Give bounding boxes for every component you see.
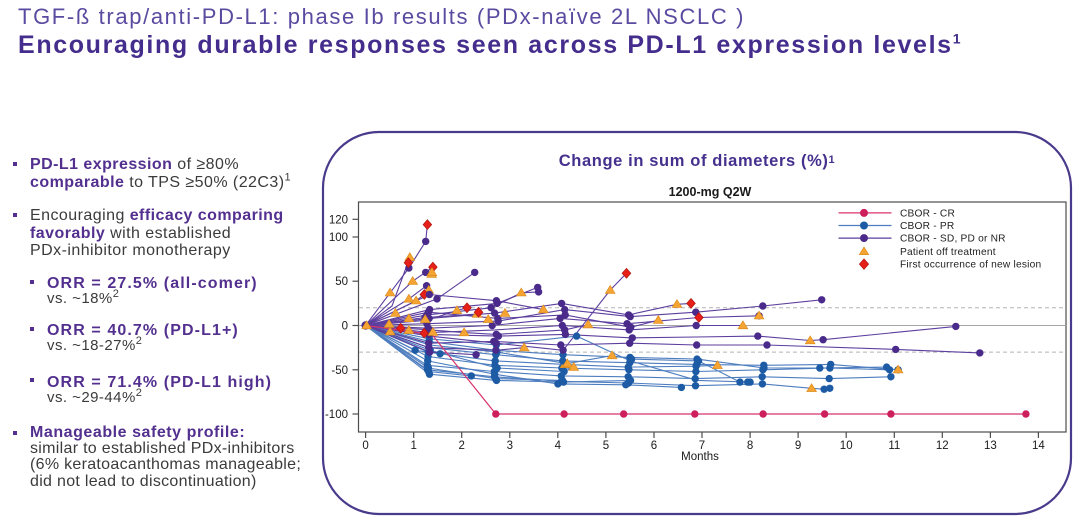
svg-text:13: 13 — [984, 440, 997, 452]
svg-text:7: 7 — [699, 440, 705, 452]
svg-text:Patient off treatment: Patient off treatment — [900, 247, 996, 258]
svg-text:1: 1 — [410, 440, 416, 452]
svg-text:12: 12 — [936, 440, 949, 452]
svg-text:10: 10 — [840, 440, 853, 452]
svg-text:3: 3 — [507, 440, 513, 452]
svg-text:CBOR - CR: CBOR - CR — [900, 209, 955, 220]
svg-text:First occurrence of new lesion: First occurrence of new lesion — [900, 260, 1041, 271]
svg-text:0: 0 — [362, 440, 368, 452]
svg-text:6: 6 — [651, 440, 657, 452]
svg-text:14: 14 — [1032, 440, 1045, 452]
svg-text:2: 2 — [458, 440, 464, 452]
svg-text:50: 50 — [335, 276, 348, 288]
svg-text:0: 0 — [342, 321, 348, 333]
svg-text:8: 8 — [747, 440, 753, 452]
svg-text:100: 100 — [329, 232, 348, 244]
svg-text:11: 11 — [888, 440, 900, 452]
svg-text:1200-mg Q2W: 1200-mg Q2W — [669, 185, 752, 199]
svg-text:-50: -50 — [331, 365, 348, 377]
svg-text:120: 120 — [329, 214, 348, 226]
svg-text:Change in sum of diameters (%): Change in sum of diameters (%)1 — [559, 152, 836, 170]
svg-text:5: 5 — [603, 440, 609, 452]
svg-text:9: 9 — [795, 440, 801, 452]
svg-text:Months: Months — [681, 451, 719, 463]
svg-text:-100: -100 — [325, 409, 348, 421]
svg-text:4: 4 — [555, 440, 562, 452]
svg-text:CBOR - SD, PD or NR: CBOR - SD, PD or NR — [900, 234, 1006, 245]
svg-text:CBOR - PR: CBOR - PR — [900, 221, 954, 232]
